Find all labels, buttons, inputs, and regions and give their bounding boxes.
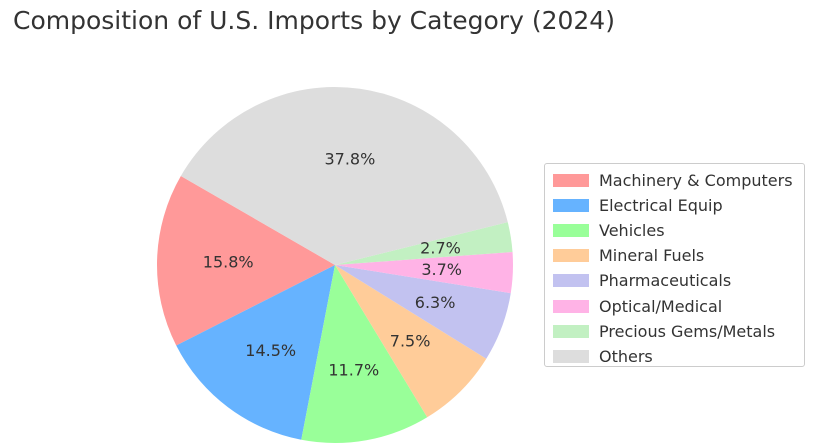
pie-percent-label: 11.7% (328, 361, 379, 380)
pie-percent-labels: 15.8% 14.5% 11.7% 7.5% 6.3% 3.7% 2.7% 37.8% (203, 150, 462, 380)
pie-percent-label: 37.8% (324, 150, 375, 169)
legend-label: Mineral Fuels (599, 246, 705, 266)
pie-percent-label: 15.8% (203, 253, 254, 272)
pie-slice-7 (335, 222, 513, 265)
legend-label: Electrical Equip (599, 196, 723, 216)
legend-label: Optical/Medical (599, 296, 723, 316)
pie-percent-label: 7.5% (390, 331, 431, 350)
pie-slice-4 (335, 265, 487, 418)
pie-slice-1 (156, 176, 335, 346)
legend-swatch (553, 299, 589, 313)
legend-item: Electrical Equip (553, 193, 804, 218)
legend: Machinery & Computers Electrical Equip Veh… (544, 163, 805, 367)
pie-slice-3 (301, 265, 428, 444)
legend-item: Mineral Fuels (553, 243, 804, 268)
pie-slice-8 (180, 87, 508, 265)
pie-slice-5 (335, 265, 511, 359)
legend-item: Others (553, 344, 804, 369)
pie-percent-label: 3.7% (421, 260, 462, 279)
pie-slices (156, 87, 513, 444)
legend-swatch (553, 349, 589, 363)
pie-percent-label: 6.3% (415, 293, 456, 312)
pie-slice-6 (335, 251, 513, 294)
legend-item: Optical/Medical (553, 293, 804, 318)
legend-swatch (553, 174, 589, 188)
pie-percent-label: 14.5% (245, 341, 296, 360)
legend-item: Precious Gems/Metals (553, 319, 804, 344)
legend-item: Vehicles (553, 218, 804, 243)
legend-item: Machinery & Computers (553, 168, 804, 193)
legend-label: Precious Gems/Metals (599, 321, 776, 341)
legend-label: Vehicles (599, 221, 665, 241)
legend-swatch (553, 324, 589, 338)
legend-item: Pharmaceuticals (553, 268, 804, 293)
legend-label: Pharmaceuticals (599, 271, 732, 291)
legend-swatch (553, 249, 589, 263)
legend-swatch (553, 224, 589, 238)
legend-label: Others (599, 346, 653, 366)
pie-percent-label: 2.7% (420, 239, 461, 258)
legend-swatch (553, 274, 589, 288)
legend-label: Machinery & Computers (599, 171, 793, 191)
legend-swatch (553, 199, 589, 213)
chart-title: Composition of U.S. Imports by Category … (13, 6, 615, 35)
pie-slice-2 (176, 265, 335, 440)
